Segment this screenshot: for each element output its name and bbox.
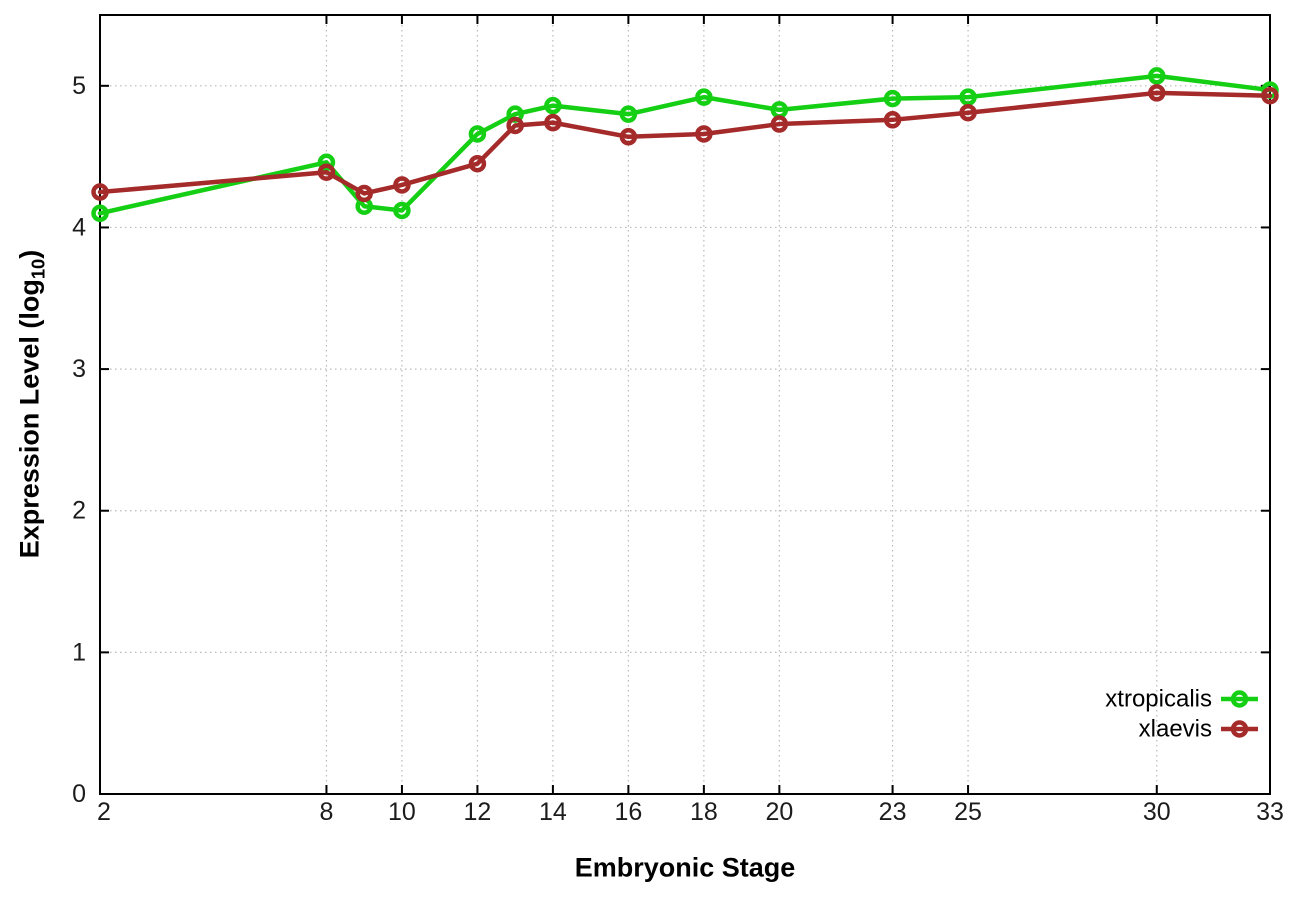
data-point-xlaevis-stage-14 [544, 113, 562, 132]
x-tick-label-23: 23 [879, 798, 907, 826]
series-line-xlaevis [97, 90, 1273, 196]
data-point-xlaevis-stage-33 [1261, 86, 1279, 105]
x-tick-label-30: 30 [1143, 798, 1171, 826]
y-tick-label-1: 1 [72, 638, 86, 666]
x-tick-label-12: 12 [464, 798, 492, 826]
x-tick-label-25: 25 [954, 798, 982, 826]
data-point-xlaevis-stage-2 [91, 183, 109, 201]
grid-lines [100, 15, 1270, 794]
y-axis-title-text: Expression Level (log [14, 279, 45, 559]
data-point-xlaevis-stage-8 [317, 163, 336, 181]
x-tick-label-10: 10 [388, 798, 416, 826]
x-tick-label-2: 2 [97, 798, 111, 826]
series-points-xlaevis [91, 84, 1279, 203]
series-line-xtropicalis [97, 73, 1273, 216]
plot-border [99, 14, 1271, 795]
series-xtropicalis [91, 67, 1279, 223]
legend: xtropicalis xlaevis [1105, 686, 1258, 743]
y-tick-label-3: 3 [72, 355, 86, 383]
x-tick-label-20: 20 [765, 798, 793, 826]
data-point-xtropicalis-stage-16 [619, 105, 638, 123]
legend-label-xtropicalis: xtropicalis [1105, 686, 1212, 713]
data-point-xtropicalis-stage-2 [91, 204, 109, 223]
x-tick-labels: 2 8 10 12 14 16 18 20 23 25 30 33 [97, 798, 1284, 826]
legend-point-sample-xlaevis [1230, 720, 1249, 738]
data-point-xlaevis-stage-13 [506, 116, 524, 135]
data-point-xtropicalis-stage-14 [544, 96, 562, 115]
data-point-xtropicalis-stage-25 [959, 88, 977, 106]
data-point-xtropicalis-stage-12 [468, 125, 487, 143]
data-point-xlaevis-stage-9 [355, 184, 373, 203]
y-tick-label-2: 2 [72, 497, 86, 525]
legend-entry-xlaevis: xlaevis [1139, 716, 1258, 743]
legend-label-xlaevis: xlaevis [1139, 716, 1212, 743]
data-point-xlaevis-stage-30 [1148, 84, 1166, 102]
x-tick-label-14: 14 [539, 798, 567, 826]
data-point-xtropicalis-stage-8 [317, 153, 336, 172]
data-point-xlaevis-stage-25 [959, 103, 977, 122]
data-point-xlaevis-stage-23 [883, 111, 902, 129]
x-tick-label-8: 8 [319, 798, 333, 826]
data-point-xtropicalis-stage-30 [1148, 67, 1166, 85]
x-axis-title: Embryonic Stage [575, 853, 796, 884]
x-axis-title-text: Embryonic Stage [574, 852, 796, 883]
y-tick-labels: 0 1 2 3 4 5 [72, 72, 86, 808]
data-point-xtropicalis-stage-18 [695, 88, 713, 106]
y-axis-title-close: ) [14, 249, 45, 259]
x-tick-label-33: 33 [1256, 798, 1284, 826]
y-tick-label-4: 4 [72, 213, 86, 241]
tick-marks [99, 15, 1271, 795]
data-point-xlaevis-stage-16 [619, 128, 638, 146]
data-point-xtropicalis-stage-23 [883, 89, 902, 108]
x-tick-label-16: 16 [614, 798, 642, 826]
series-xlaevis [91, 84, 1279, 203]
legend-marker-xtropicalis [1221, 690, 1258, 708]
x-tick-label-18: 18 [690, 798, 718, 826]
data-point-xlaevis-stage-18 [695, 125, 713, 143]
y-axis-title: Expression Level (log10) [14, 250, 49, 559]
legend-marker-xlaevis [1221, 720, 1258, 738]
y-axis-title-subscript: 10 [27, 258, 49, 280]
data-point-xtropicalis-stage-10 [393, 201, 411, 220]
data-point-xlaevis-stage-10 [393, 176, 411, 194]
y-tick-label-5: 5 [72, 72, 86, 100]
legend-point-sample-xtropicalis [1230, 690, 1249, 708]
series-points-xtropicalis [91, 67, 1279, 223]
y-tick-label-0: 0 [72, 780, 86, 808]
data-point-xlaevis-stage-12 [468, 154, 487, 173]
data-point-xlaevis-stage-20 [770, 115, 789, 133]
legend-entry-xtropicalis: xtropicalis [1105, 686, 1258, 713]
